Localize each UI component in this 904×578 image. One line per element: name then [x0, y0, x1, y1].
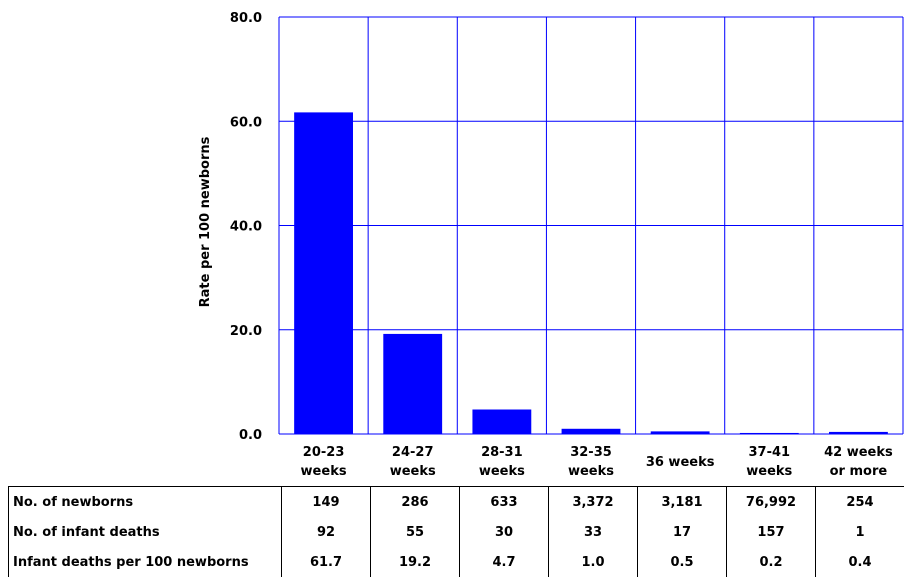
chart-bars	[294, 112, 888, 435]
x-axis-category-labels: 20-23 weeks 24-27 weeks 28-31 weeks 32-35 weeks…	[301, 445, 893, 479]
table-cell: 3,181	[637, 486, 727, 517]
table-cell: 3,372	[548, 486, 638, 517]
x-category-label: 28-31 weeks	[479, 445, 525, 479]
row-label: Infant deaths per 100 newborns	[8, 547, 282, 577]
table-cell: 286	[370, 486, 460, 517]
table-cell: 1.0	[548, 547, 638, 577]
x-category-label: 20-23 weeks	[301, 445, 347, 479]
bar	[294, 112, 353, 435]
table-cell: 17	[637, 517, 727, 547]
bar	[650, 431, 710, 434]
data-table: No. of newborns 149 286 633 3,372 3,181 76,992…	[8, 486, 904, 577]
table-cell: 92	[281, 517, 371, 547]
table-cell: 55	[370, 517, 460, 547]
table-cell: 157	[726, 517, 816, 547]
bar	[739, 432, 799, 434]
x-category-label: 37-41 weeks	[746, 445, 792, 479]
x-category-label: 24-27 weeks	[390, 445, 436, 479]
table-cell: 254	[815, 486, 904, 517]
bar-chart: 0.0 20.0 40.0 60.0 80.0 20-23 weeks 24-27 weeks…	[198, 11, 904, 479]
x-category-label: 36 weeks	[646, 455, 715, 470]
table-cell: 0.4	[815, 547, 904, 577]
y-tick-label: 80.0	[230, 11, 262, 26]
y-axis-label: Rate per 100 newborns	[198, 136, 213, 307]
bar	[383, 333, 443, 434]
bar	[829, 431, 888, 434]
table-row: No. of infant deaths 92 55 30 33 17 157 1	[8, 517, 904, 547]
table-cell: 76,992	[726, 486, 816, 517]
table-cell: 1	[815, 517, 904, 547]
table-cell: 149	[281, 486, 371, 517]
table-cell: 33	[548, 517, 638, 547]
x-category-label: 32-35 weeks	[568, 445, 614, 479]
y-axis-tick-labels: 0.0 20.0 40.0 60.0 80.0	[230, 11, 262, 443]
table-row: Infant deaths per 100 newborns 61.7 19.2 4.…	[8, 547, 904, 577]
y-tick-label: 0.0	[239, 428, 262, 443]
table-cell: 4.7	[459, 547, 549, 577]
row-label: No. of infant deaths	[8, 517, 282, 547]
table-row: No. of newborns 149 286 633 3,372 3,181 76,992…	[8, 486, 904, 517]
x-category-label: 42 weeks or more	[824, 445, 893, 479]
table-cell: 61.7	[281, 547, 371, 577]
table-cell: 0.5	[637, 547, 727, 577]
bar	[472, 409, 532, 434]
table-cell: 0.2	[726, 547, 816, 577]
table-cell: 633	[459, 486, 549, 517]
table-cell: 19.2	[370, 547, 460, 577]
chart-gridlines	[278, 16, 904, 435]
row-label: No. of newborns	[8, 486, 282, 517]
bar	[561, 428, 621, 434]
y-tick-label: 20.0	[230, 324, 262, 339]
y-tick-label: 60.0	[230, 115, 262, 130]
y-tick-label: 40.0	[230, 220, 262, 235]
table-cell: 30	[459, 517, 549, 547]
